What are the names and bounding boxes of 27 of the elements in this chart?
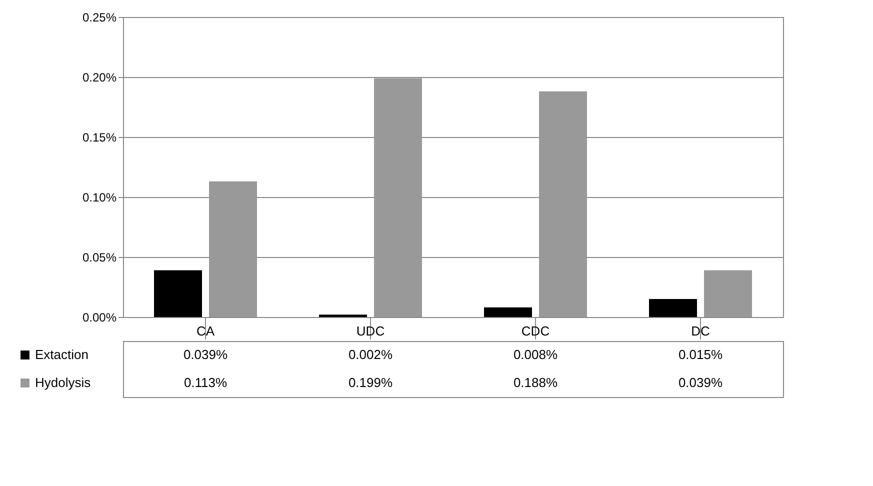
- data-label: 0.039%: [678, 375, 723, 390]
- x-tick-label: CDC: [521, 324, 550, 338]
- data-label: 0.015%: [678, 347, 723, 362]
- x-tick-label: UDC: [356, 324, 385, 338]
- bar: [209, 181, 257, 317]
- data-label: 0.039%: [183, 347, 228, 362]
- data-label: 0.002%: [348, 347, 393, 362]
- bar: [154, 270, 202, 317]
- data-label: 0.008%: [513, 347, 558, 362]
- data-label: 0.199%: [348, 375, 393, 390]
- bar: [649, 299, 697, 317]
- legend-label: Hydolysis: [35, 375, 92, 390]
- y-tick-label: 0.15%: [82, 130, 117, 144]
- data-label: 0.188%: [513, 375, 558, 390]
- x-tick-label: CA: [196, 324, 215, 338]
- bar: [484, 307, 532, 317]
- legend-label: Extaction: [35, 347, 88, 362]
- bar: [374, 78, 422, 317]
- bar: [539, 91, 587, 317]
- data-label: 0.113%: [184, 375, 228, 390]
- y-tick-label: 0.25%: [82, 10, 117, 24]
- bar: [704, 270, 752, 317]
- y-tick-label: 0.00%: [82, 310, 117, 324]
- x-tick-label: DC: [691, 324, 710, 338]
- y-tick-label: 0.10%: [82, 190, 117, 204]
- y-tick-label: 0.20%: [82, 70, 117, 84]
- y-tick-label: 0.05%: [82, 250, 117, 264]
